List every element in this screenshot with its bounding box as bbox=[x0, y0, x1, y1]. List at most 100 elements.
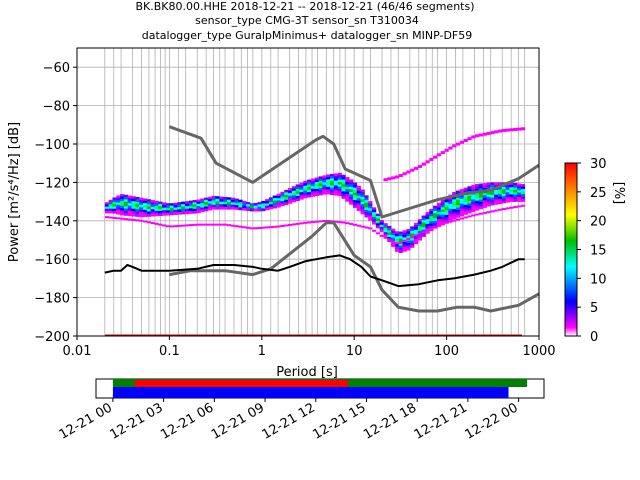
heatmap-cell bbox=[520, 199, 526, 202]
heatmap-cell bbox=[116, 202, 121, 206]
heatmap-cell bbox=[425, 219, 430, 222]
heatmap-cell bbox=[280, 203, 285, 207]
heatmap-cell bbox=[360, 211, 365, 215]
heatmap-cell bbox=[475, 213, 480, 216]
heatmap-cell bbox=[463, 197, 468, 201]
y-tick-label: −60 bbox=[43, 61, 70, 76]
heatmap-cell bbox=[188, 200, 194, 204]
heatmap-cell bbox=[463, 199, 468, 203]
heatmap-cell bbox=[337, 188, 342, 192]
heatmap-cell bbox=[165, 205, 171, 209]
heatmap-cell bbox=[513, 192, 518, 195]
heatmap-cell bbox=[230, 206, 235, 210]
heatmap-cell bbox=[475, 195, 480, 199]
heatmap-cell bbox=[501, 198, 507, 202]
heatmap-cell bbox=[425, 231, 430, 234]
heatmap-cell bbox=[475, 205, 480, 209]
heatmap-cell bbox=[452, 213, 457, 217]
heatmap-cell bbox=[406, 170, 411, 174]
heatmap-cell bbox=[299, 222, 304, 225]
heatmap-cell bbox=[123, 210, 129, 214]
heatmap-cell bbox=[440, 219, 445, 223]
heatmap-cell bbox=[211, 207, 216, 210]
y-tick-label: −140 bbox=[34, 215, 70, 230]
heatmap-cell bbox=[207, 203, 213, 206]
heatmap-cell bbox=[108, 210, 113, 214]
heatmap-cell bbox=[333, 178, 339, 181]
period-grid-lines bbox=[104, 48, 526, 336]
heatmap-cell bbox=[433, 226, 438, 229]
heatmap-cell bbox=[280, 201, 285, 204]
heatmap-cell bbox=[486, 201, 491, 205]
heatmap-cell bbox=[513, 185, 518, 188]
heatmap-cell bbox=[142, 203, 148, 206]
heatmap-cell bbox=[402, 234, 407, 238]
heatmap-cell bbox=[318, 178, 323, 182]
heatmap-cell bbox=[517, 192, 522, 196]
heatmap-cell bbox=[169, 207, 174, 211]
heatmap-cell bbox=[505, 184, 510, 188]
heatmap-cell bbox=[314, 179, 319, 183]
heatmap-cell bbox=[349, 184, 354, 188]
heatmap-cell bbox=[509, 187, 514, 190]
heatmap-cell bbox=[265, 205, 270, 209]
heatmap-cell bbox=[200, 200, 205, 204]
heatmap-cell bbox=[242, 203, 247, 206]
heatmap-cell bbox=[276, 193, 281, 197]
heatmap-cell bbox=[425, 214, 430, 218]
heatmap-cell bbox=[497, 191, 503, 195]
heatmap-cell bbox=[333, 175, 339, 179]
heatmap-cell bbox=[261, 200, 266, 204]
heatmap-cell bbox=[356, 188, 361, 192]
heatmap-cell bbox=[482, 188, 487, 191]
heatmap-cell bbox=[215, 198, 220, 202]
heatmap-cell bbox=[226, 206, 232, 210]
heatmap-cell bbox=[452, 204, 457, 207]
heatmap-cell bbox=[326, 179, 331, 183]
heatmap-cell bbox=[127, 213, 132, 217]
heatmap-cell bbox=[200, 205, 205, 208]
heatmap-cell bbox=[349, 189, 354, 193]
heatmap-cell bbox=[280, 196, 285, 200]
heatmap-cell bbox=[352, 192, 358, 196]
heatmap-cell bbox=[127, 195, 132, 199]
heatmap-cell bbox=[104, 210, 110, 214]
heatmap-cell bbox=[173, 205, 178, 208]
heatmap-cell bbox=[123, 208, 129, 212]
heatmap-cell bbox=[204, 206, 209, 210]
heatmap-cell bbox=[162, 205, 167, 208]
heatmap-cell bbox=[459, 140, 465, 144]
heatmap-cell bbox=[211, 204, 216, 208]
heatmap-cell bbox=[196, 206, 201, 209]
heatmap-cell bbox=[368, 215, 373, 219]
heatmap-cell bbox=[364, 195, 369, 199]
heatmap-cell bbox=[127, 208, 132, 212]
heatmap-cell bbox=[295, 189, 300, 192]
coverage-bar bbox=[134, 380, 348, 387]
heatmap-cell bbox=[318, 183, 323, 187]
heatmap-cell bbox=[207, 198, 213, 202]
heatmap-cell bbox=[131, 201, 136, 205]
heatmap-cell bbox=[303, 193, 308, 196]
heatmap-cell bbox=[242, 200, 247, 204]
heatmap-cell bbox=[337, 221, 342, 224]
heatmap-cell bbox=[505, 128, 510, 132]
heatmap-cell bbox=[455, 214, 461, 218]
heatmap-cell bbox=[356, 198, 361, 202]
heatmap-cell bbox=[448, 215, 453, 219]
heatmap-cell bbox=[413, 225, 419, 228]
heatmap-cell bbox=[497, 189, 503, 193]
heatmap-cell bbox=[402, 237, 407, 240]
heatmap-cell bbox=[509, 192, 514, 195]
heatmap-cell bbox=[471, 206, 476, 210]
heatmap-cell bbox=[120, 210, 125, 214]
heatmap-cell bbox=[257, 208, 262, 212]
heatmap-cell bbox=[120, 203, 125, 207]
heatmap-cell bbox=[165, 212, 171, 216]
heatmap-cell bbox=[299, 194, 304, 198]
heatmap-cell bbox=[257, 206, 262, 210]
heatmap-cell bbox=[429, 218, 434, 222]
heatmap-cell bbox=[295, 196, 300, 199]
heatmap-cell bbox=[455, 142, 461, 146]
heatmap-cell bbox=[455, 202, 461, 206]
